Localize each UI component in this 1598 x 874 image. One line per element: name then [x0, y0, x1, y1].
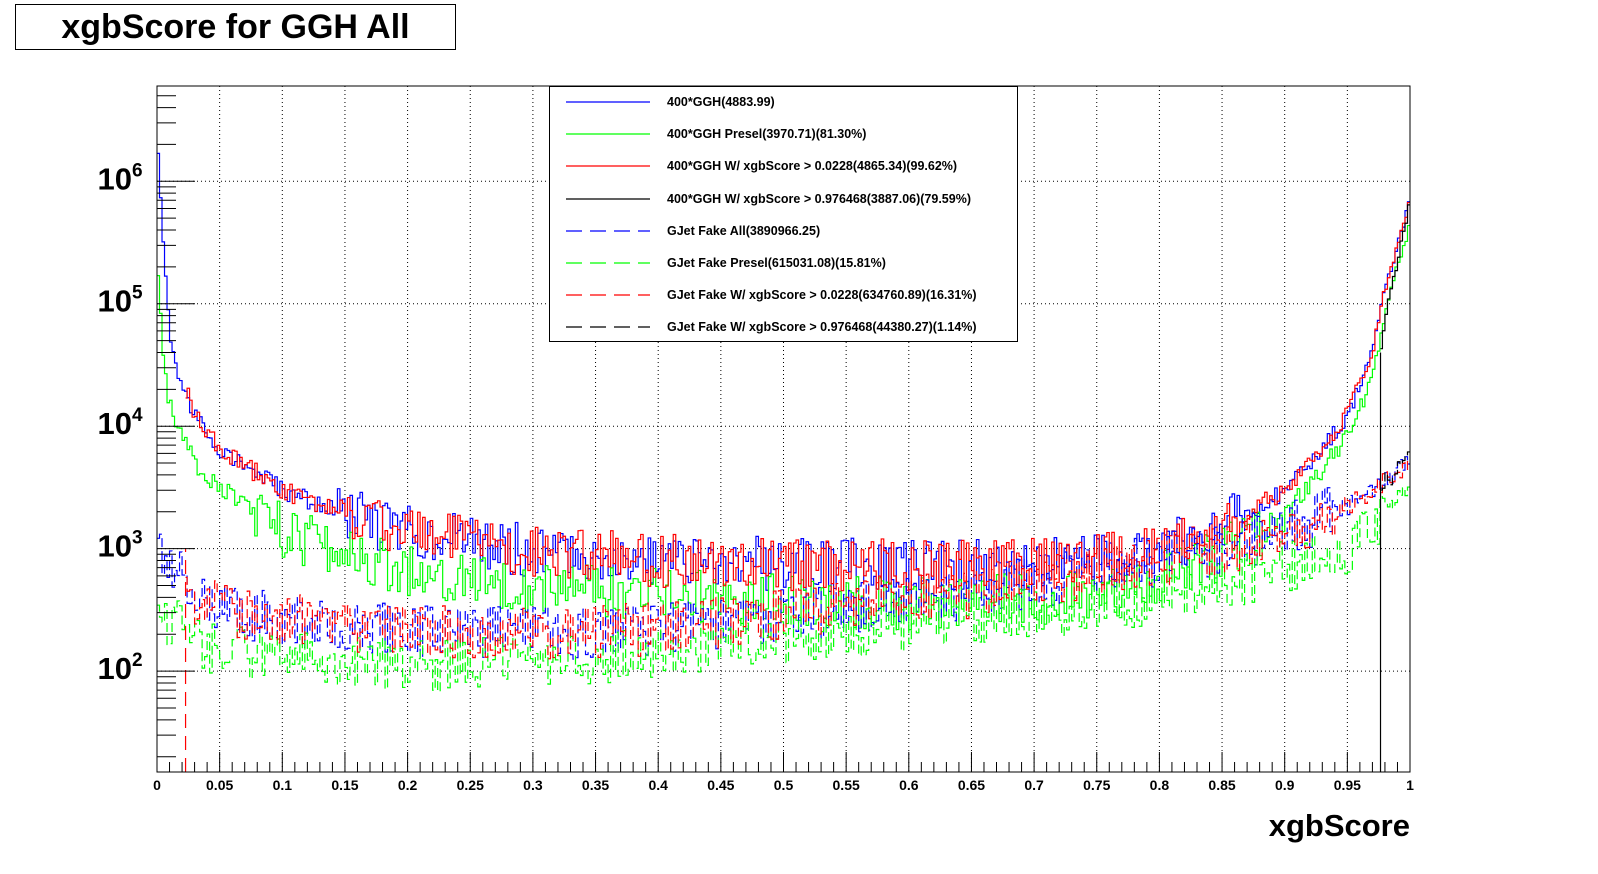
x-tick-label: 0.4: [648, 777, 668, 793]
chart-title: xgbScore for GGH All: [61, 7, 410, 46]
legend-entry: 400*GGH Presel(3970.71)(81.30%): [550, 119, 1017, 151]
series-line-6: [157, 486, 1410, 692]
y-tick-label: 106: [97, 160, 142, 196]
legend-swatch: [566, 101, 650, 103]
legend-label: 400*GGH(4883.99): [667, 95, 775, 109]
cut-lines: [184, 352, 1382, 772]
chart-title-box: xgbScore for GGH All: [15, 4, 456, 50]
legend-entry: 400*GGH W/ xgbScore > 0.976468(3887.06)(…: [550, 184, 1017, 216]
x-tick-label: 1: [1406, 777, 1414, 793]
legend-swatch: [566, 326, 650, 328]
x-tick-label: 0.35: [582, 777, 609, 793]
legend-entry: GJet Fake All(3890966.25): [550, 216, 1017, 248]
x-tick-label: 0.8: [1150, 777, 1170, 793]
x-axis-label: xgbScore: [1269, 808, 1410, 843]
x-tick-label: 0.25: [457, 777, 484, 793]
x-tick-label: 0.55: [833, 777, 860, 793]
series-line-5: [157, 456, 1410, 660]
y-axis: 102 103 104 105 106: [97, 85, 195, 758]
grid-lines: [157, 86, 1410, 772]
legend-label: GJet Fake All(3890966.25): [667, 223, 821, 238]
y-tick-label: 103: [97, 528, 142, 564]
series-line-3: [185, 201, 1410, 592]
x-tick-label: 0: [153, 777, 161, 793]
legend-swatch: [566, 294, 650, 296]
legend-swatch: [566, 230, 650, 232]
legend-label: GJet Fake Presel(615031.08)(15.81%): [667, 256, 886, 270]
x-tick-label: 0.6: [899, 777, 919, 793]
legend-label: GJet Fake W/ xgbScore > 0.976468(44380.2…: [667, 320, 977, 335]
x-tick-label: 0.75: [1083, 777, 1110, 793]
series-line-1: [157, 152, 1410, 594]
x-tick-label: 0.65: [958, 777, 985, 793]
legend-swatch: [566, 197, 650, 200]
legend-label: 400*GGH W/ xgbScore > 0.0228(4865.34)(99…: [667, 159, 958, 174]
legend-entry: 400*GGH W/ xgbScore > 0.0228(4865.34)(99…: [550, 151, 1017, 183]
legend: 400*GGH(4883.99) 400*GGH Presel(3970.71)(…: [549, 86, 1018, 342]
x-tick-label: 0.15: [331, 777, 358, 793]
series-line-4: [1380, 204, 1410, 350]
x-tick-label: 0.5: [774, 777, 794, 793]
legend-swatch: [566, 165, 650, 167]
x-tick-label: 0.3: [523, 777, 543, 793]
legend-label: 400*GGH Presel(3970.71)(81.30%): [667, 127, 867, 142]
legend-entry: GJet Fake W/ xgbScore > 0.0228(634760.89…: [550, 280, 1017, 312]
x-axis: 0 0.05 0.1 0.15 0.2 0.25 0.3 0.35 0.4 0.45 0.5 0.55…: [153, 752, 1414, 793]
x-tick-label: 0.7: [1024, 777, 1044, 793]
legend-swatch: [566, 133, 650, 135]
x-tick-label: 0.85: [1208, 777, 1235, 793]
series-line-7: [185, 460, 1410, 660]
x-tick-label: 0.95: [1334, 777, 1361, 793]
series-layer: [157, 152, 1410, 692]
legend-entry: 400*GGH(4883.99): [550, 87, 1017, 119]
y-tick-label: 104: [97, 405, 142, 441]
x-tick-label: 0.2: [398, 777, 418, 793]
x-tick-label: 0.9: [1275, 777, 1295, 793]
series-line-2: [157, 224, 1410, 631]
y-tick-label: 105: [97, 283, 142, 319]
legend-entry: GJet Fake Presel(615031.08)(15.81%): [550, 248, 1017, 280]
legend-entry: GJet Fake W/ xgbScore > 0.976468(44380.2…: [550, 312, 1017, 344]
legend-swatch: [566, 262, 650, 264]
legend-label: GJet Fake W/ xgbScore > 0.0228(634760.89…: [667, 288, 977, 303]
series-line-8: [1380, 451, 1410, 491]
x-tick-label: 0.05: [206, 777, 233, 793]
y-tick-label: 102: [97, 650, 142, 686]
x-tick-label: 0.1: [273, 777, 293, 793]
x-tick-label: 0.45: [707, 777, 734, 793]
legend-label: 400*GGH W/ xgbScore > 0.976468(3887.06)(…: [667, 191, 971, 206]
